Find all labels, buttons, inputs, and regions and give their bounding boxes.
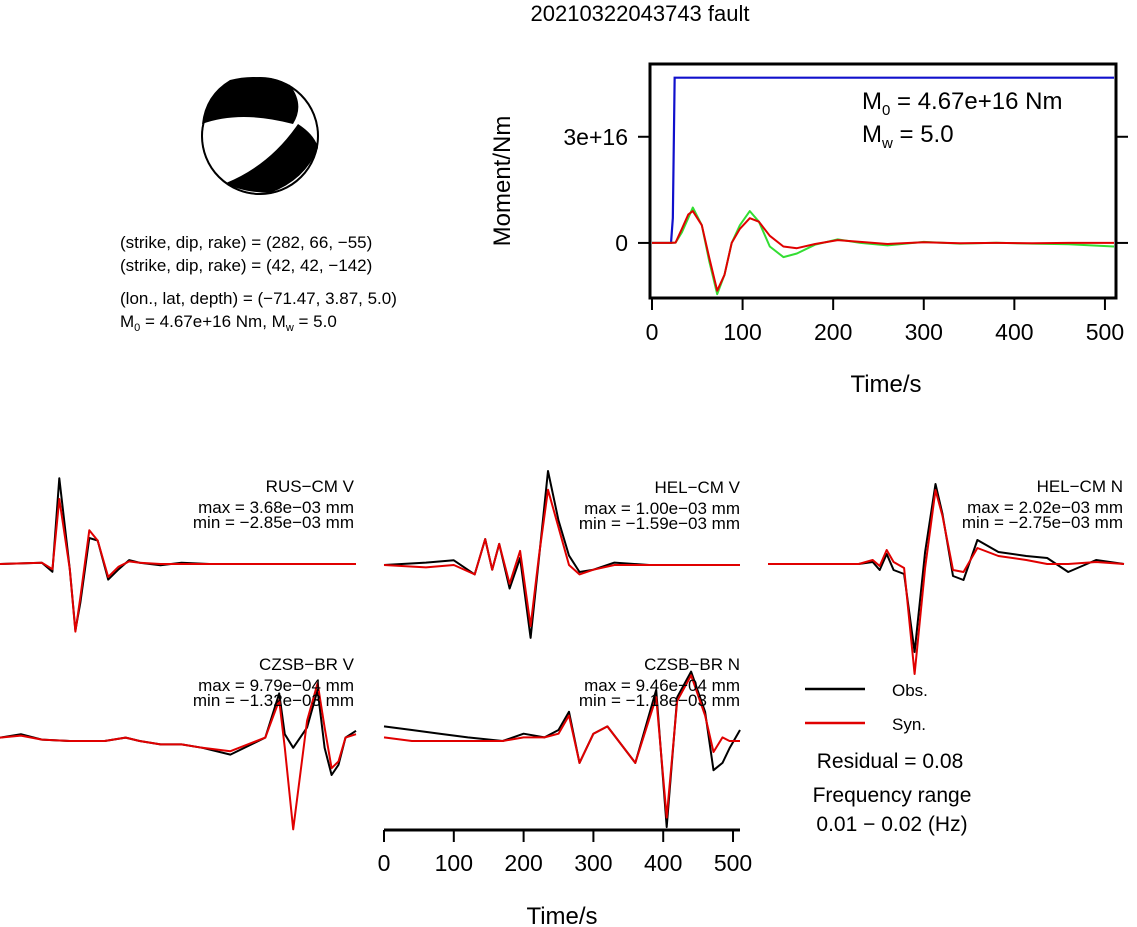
- frequency-range-label: Frequency range: [813, 784, 972, 807]
- waveform-time-axis: Time/s 0 100 200 300 400 500: [378, 828, 752, 927]
- moment-xtick-label: 500: [1086, 319, 1124, 345]
- nodal-plane-2: (strike, dip, rake) = (42, 42, −142): [120, 256, 372, 275]
- magnitude-line: M0 = 4.67e+16 Nm, Mw = 5.0: [120, 312, 337, 334]
- moment-ytick-label: 0: [615, 230, 628, 256]
- nodal-plane-1: (strike, dip, rake) = (282, 66, −55): [120, 233, 372, 252]
- min-amplitude-label: min = −2.75e−03 mm: [962, 513, 1123, 532]
- max-amplitude-label: max = 1.00e−03 mm: [584, 499, 740, 518]
- max-amplitude-label: max = 2.02e−03 mm: [967, 498, 1123, 517]
- synthetic-trace: [383, 674, 740, 819]
- moment-annotation-mw: Mw = 5.0: [862, 121, 954, 152]
- moment-annotation-m0: M0 = 4.67e+16 Nm: [862, 88, 1062, 119]
- synthetic-trace: [383, 488, 740, 628]
- min-amplitude-label: min = −2.85e−03 mm: [193, 513, 354, 532]
- waveform-xtick-label: 400: [644, 850, 682, 876]
- min-amplitude-label: min = −1.18e−03 mm: [579, 691, 740, 710]
- moment-chart-lines: [652, 76, 1115, 296]
- min-amplitude-label: min = −1.59e−03 mm: [579, 514, 740, 533]
- station-label: CZSB−BR V: [259, 655, 355, 674]
- legend-obs-label: Obs.: [892, 681, 928, 700]
- moment-xtick-label: 100: [723, 319, 761, 345]
- moment-rate-red-line: [652, 210, 1114, 292]
- max-amplitude-label: max = 3.68e−03 mm: [198, 498, 354, 517]
- waveform-xtick-label: 100: [435, 850, 473, 876]
- synthetic-trace: [0, 498, 356, 633]
- waveform-xtick-label: 200: [504, 850, 542, 876]
- observed-trace: [768, 483, 1125, 653]
- max-amplitude-label: max = 9.46e−04 mm: [584, 676, 740, 695]
- moment-xtick-label: 400: [995, 319, 1033, 345]
- figure-title: 20210322043743 fault: [531, 1, 750, 26]
- moment-xlabel: Time/s: [850, 371, 921, 398]
- moment-xtick-label: 200: [814, 319, 852, 345]
- legend-syn-label: Syn.: [892, 715, 926, 734]
- waveform-xtick-label: 300: [574, 850, 612, 876]
- residual-text: Residual = 0.08: [817, 750, 964, 773]
- frequency-range-value: 0.01 − 0.02 (Hz): [816, 813, 967, 836]
- synthetic-trace: [768, 489, 1125, 675]
- station-label: HEL−CM V: [655, 478, 741, 497]
- moment-chart-frame: [648, 62, 1118, 300]
- moment-xtick-label: 300: [905, 319, 943, 345]
- synthetic-trace: [0, 682, 357, 831]
- station-label: HEL−CM N: [1037, 477, 1123, 496]
- max-amplitude-label: max = 9.79e−04 mm: [198, 676, 354, 695]
- waveform-xlabel: Time/s: [526, 903, 597, 927]
- station-label: CZSB−BR N: [644, 655, 740, 674]
- mw-value: = 5.0: [294, 312, 337, 331]
- moment-ytick-label: 3e+16: [563, 124, 628, 150]
- moment-xtick-label: 0: [646, 319, 659, 345]
- m0-subscript: 0: [134, 322, 140, 334]
- waveform-xtick-label: 500: [714, 850, 752, 876]
- hypocenter-location: (lon., lat, depth) = (−71.47, 3.87, 5.0): [120, 289, 397, 308]
- waveform-legend: Obs. Syn. Residual = 0.08 Frequency rang…: [805, 681, 971, 836]
- m0-symbol: M: [120, 312, 134, 331]
- beachball-icon: [201, 76, 319, 195]
- moment-ylabel: Moment/Nm: [489, 116, 516, 247]
- waveform-xtick-label: 0: [378, 850, 391, 876]
- min-amplitude-label: min = −1.32e−03 mm: [193, 691, 354, 710]
- moment-chart-ticks: 0 100 200 300 400 500 0 3e+16: [563, 124, 1128, 345]
- m0-value: = 4.67e+16 Nm, M: [140, 312, 286, 331]
- station-label: RUS−CM V: [266, 477, 355, 496]
- mw-subscript: w: [285, 322, 294, 334]
